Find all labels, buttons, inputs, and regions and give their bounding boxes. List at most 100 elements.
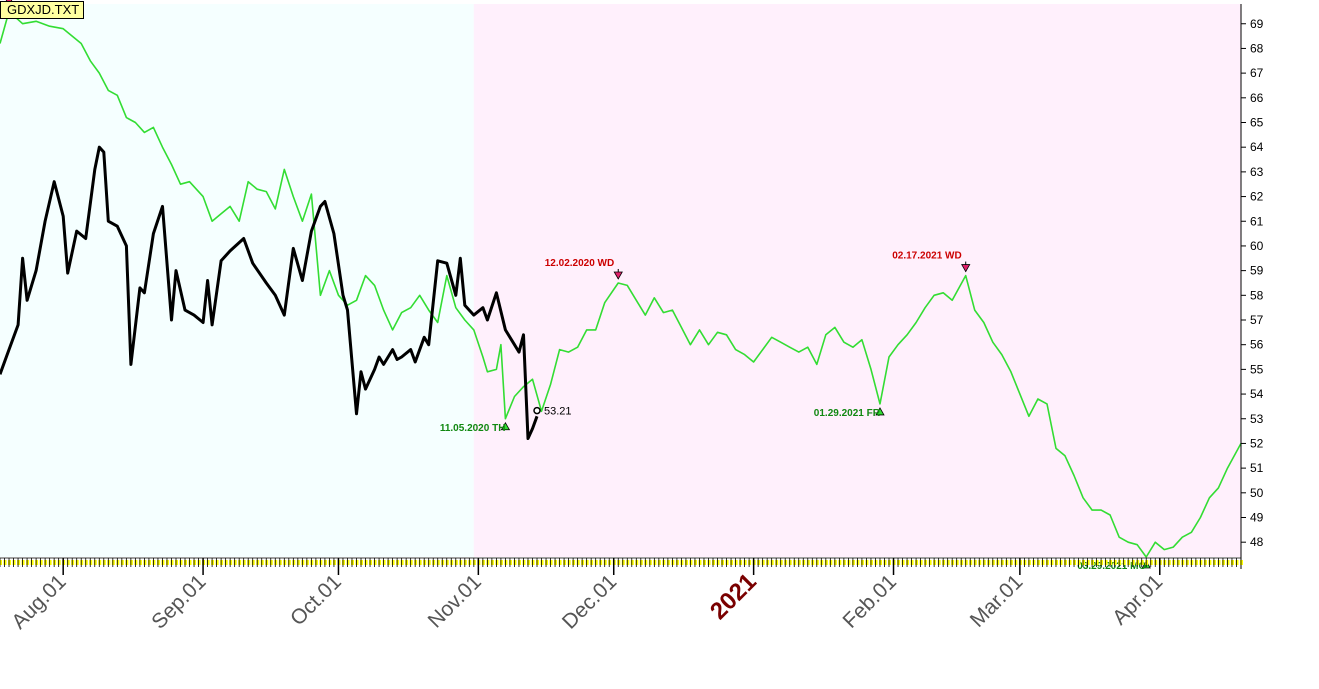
- high-marker-label: 12.02.2020 WD: [545, 258, 615, 269]
- x-minor-tick-fill: [423, 560, 427, 565]
- x-minor-tick-fill: [1100, 560, 1104, 565]
- x-minor-tick-fill: [942, 560, 946, 565]
- x-minor-tick-fill: [626, 560, 630, 565]
- x-minor-tick-fill: [1009, 560, 1013, 565]
- x-minor-tick-fill: [323, 560, 327, 565]
- x-minor-tick-fill: [946, 560, 950, 565]
- x-minor-tick-fill: [982, 560, 986, 565]
- x-minor-tick-fill: [734, 560, 738, 565]
- y-tick-label: 53: [1250, 412, 1264, 426]
- x-minor-tick-fill: [1203, 560, 1207, 565]
- x-minor-tick-fill: [265, 560, 269, 565]
- x-minor-tick-fill: [919, 560, 923, 565]
- x-minor-tick-fill: [405, 560, 409, 565]
- x-minor-tick-fill: [730, 560, 734, 565]
- x-minor-tick-fill: [874, 560, 878, 565]
- low-marker-label: 11.05.2020 TH: [440, 423, 506, 434]
- x-minor-tick-fill: [526, 560, 530, 565]
- x-minor-tick-fill: [675, 560, 679, 565]
- x-minor-tick-fill: [125, 560, 129, 565]
- x-minor-tick-fill: [1000, 560, 1004, 565]
- x-minor-tick-fill: [824, 560, 828, 565]
- x-minor-tick-fill: [373, 560, 377, 565]
- x-minor-tick-fill: [156, 560, 160, 565]
- x-minor-tick-fill: [414, 560, 418, 565]
- x-minor-tick-fill: [689, 560, 693, 565]
- x-minor-tick-fill: [996, 560, 1000, 565]
- x-minor-tick-fill: [427, 560, 431, 565]
- chart-title: GDXJD.TXT: [0, 1, 85, 19]
- x-minor-tick-fill: [450, 560, 454, 565]
- x-minor-tick-fill: [833, 560, 837, 565]
- x-minor-tick-fill: [621, 560, 625, 565]
- x-minor-tick-fill: [757, 560, 761, 565]
- x-minor-tick-fill: [184, 560, 188, 565]
- x-minor-tick-fill: [1145, 560, 1149, 565]
- x-minor-tick-fill: [693, 560, 697, 565]
- x-minor-tick-fill: [346, 560, 350, 565]
- x-minor-tick-fill: [1086, 560, 1090, 565]
- forecast-background: [473, 4, 1241, 557]
- x-minor-tick-fill: [102, 560, 106, 565]
- x-minor-tick-fill: [517, 560, 521, 565]
- x-minor-tick-fill: [775, 560, 779, 565]
- x-tick-label: Oct.01: [286, 570, 346, 630]
- x-minor-tick-fill: [901, 560, 905, 565]
- x-minor-tick-fill: [8, 560, 12, 565]
- x-minor-tick-fill: [441, 560, 445, 565]
- x-minor-tick-fill: [463, 560, 467, 565]
- x-minor-tick-fill: [229, 560, 233, 565]
- x-minor-tick-fill: [829, 560, 833, 565]
- y-tick-label: 49: [1250, 511, 1264, 525]
- series-layer: [0, 10, 1242, 558]
- x-minor-tick-fill: [256, 560, 260, 565]
- x-minor-tick-fill: [739, 560, 743, 565]
- x-minor-tick-fill: [1054, 560, 1058, 565]
- x-minor-tick-fill: [116, 560, 120, 565]
- x-minor-tick-fill: [193, 560, 197, 565]
- x-minor-tick-fill: [1027, 560, 1031, 565]
- x-minor-tick-fill: [1217, 560, 1221, 565]
- y-tick-label: 57: [1250, 313, 1264, 327]
- x-minor-tick-fill: [1045, 560, 1049, 565]
- x-minor-tick-fill: [152, 560, 156, 565]
- x-minor-tick-fill: [301, 560, 305, 565]
- x-minor-tick-fill: [770, 560, 774, 565]
- x-minor-tick-fill: [179, 560, 183, 565]
- x-minor-tick-fill: [260, 560, 264, 565]
- x-minor-tick-fill: [472, 560, 476, 565]
- x-minor-tick-fill: [576, 560, 580, 565]
- x-minor-tick-fill: [635, 560, 639, 565]
- x-minor-tick-fill: [531, 560, 535, 565]
- x-minor-tick-fill: [1023, 560, 1027, 565]
- x-minor-tick-fill: [513, 560, 517, 565]
- x-minor-tick-fill: [1032, 560, 1036, 565]
- x-minor-tick-fill: [712, 560, 716, 565]
- x-minor-tick-fill: [495, 560, 499, 565]
- x-minor-tick-fill: [292, 560, 296, 565]
- x-minor-tick-fill: [572, 560, 576, 565]
- x-minor-tick-fill: [1208, 560, 1212, 565]
- x-minor-tick-fill: [563, 560, 567, 565]
- x-minor-tick-fill: [721, 560, 725, 565]
- x-minor-tick-fill: [98, 560, 102, 565]
- x-minor-tick-fill: [147, 560, 151, 565]
- y-tick-label: 59: [1250, 264, 1264, 278]
- x-minor-tick-fill: [743, 560, 747, 565]
- x-minor-tick-fill: [486, 560, 490, 565]
- x-minor-tick-fill: [590, 560, 594, 565]
- low-marker-label: 03.29.2021 MO: [1077, 561, 1146, 572]
- x-minor-tick-fill: [960, 560, 964, 565]
- x-minor-tick-fill: [233, 560, 237, 565]
- x-minor-tick-fill: [1140, 560, 1144, 565]
- x-minor-tick-fill: [396, 560, 400, 565]
- x-minor-tick-fill: [657, 560, 661, 565]
- x-minor-tick-fill: [364, 560, 368, 565]
- x-minor-tick-fill: [725, 560, 729, 565]
- x-tick-label: Feb.01: [839, 570, 902, 633]
- x-minor-tick-fill: [1226, 560, 1230, 565]
- x-minor-tick-fill: [129, 560, 133, 565]
- x-minor-tick-fill: [1163, 560, 1167, 565]
- x-minor-tick-fill: [57, 560, 61, 565]
- x-minor-tick-fill: [1212, 560, 1216, 565]
